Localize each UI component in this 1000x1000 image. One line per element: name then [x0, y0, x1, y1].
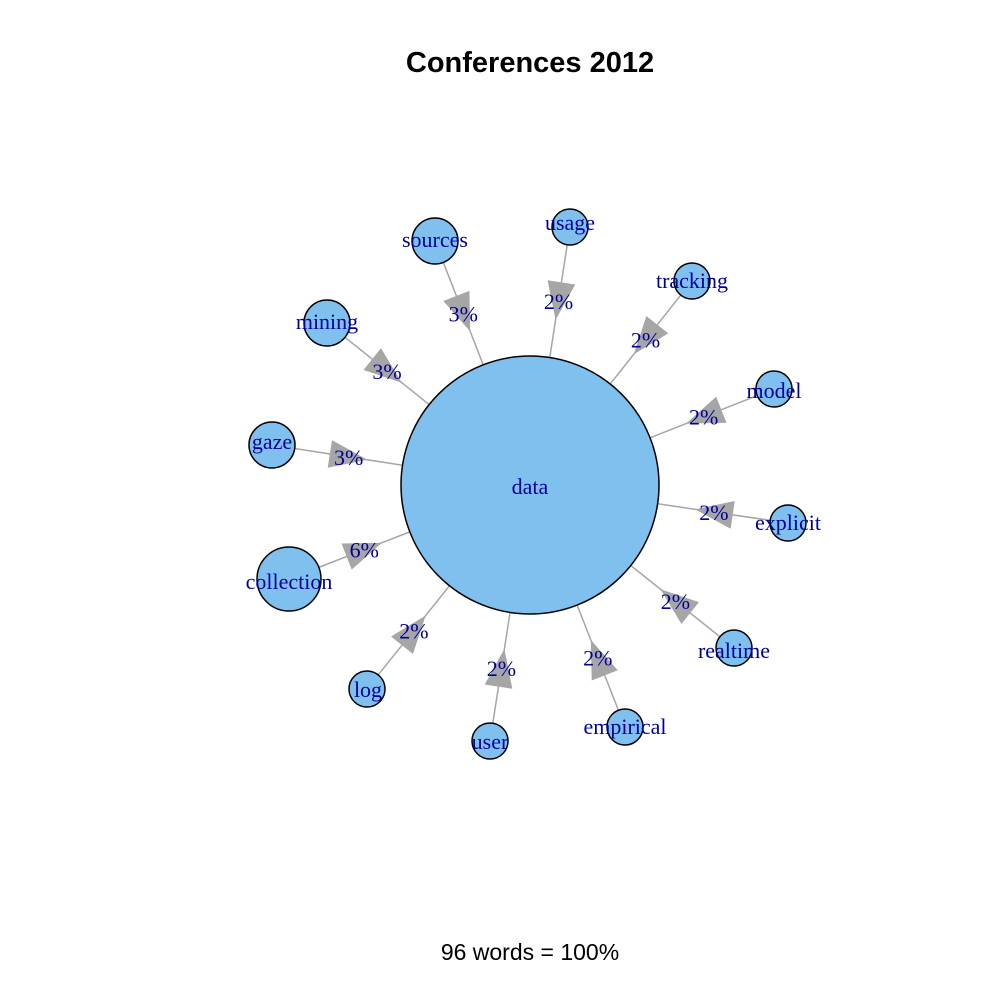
arrowhead-collection [341, 542, 383, 570]
node-gaze [248, 421, 296, 469]
node-tracking [673, 262, 711, 300]
node-explicit [769, 504, 807, 542]
node-label-user: user [472, 729, 509, 754]
arrowhead-log [391, 615, 426, 654]
node-sources [411, 217, 459, 265]
edge-percent-label-log: 2% [399, 618, 428, 643]
node-label-usage: usage [545, 210, 595, 235]
node-mining [303, 299, 351, 347]
node-label-sources: sources [402, 227, 468, 252]
arrowhead-gaze [327, 440, 368, 468]
chart-title: Conferences 2012 [406, 47, 654, 79]
arrowhead-mining [363, 348, 402, 383]
edges [294, 244, 771, 724]
node-model [755, 370, 793, 408]
arrowhead-user [484, 649, 513, 689]
arrowhead-model [685, 396, 727, 424]
node-realtime [715, 629, 753, 667]
node-label-model: model [747, 378, 802, 403]
node-label-realtime: realtime [698, 638, 770, 663]
node-label-empirical: empirical [583, 714, 666, 739]
node-label-explicit: explicit [755, 510, 821, 535]
edge-percent-label-tracking: 2% [631, 328, 660, 353]
arrowhead-tracking [633, 315, 669, 355]
edge-percent-label-usage: 2% [544, 289, 573, 314]
word-count-footer: 96 words = 100% [441, 939, 619, 965]
edge-percent-label-sources: 3% [449, 302, 478, 327]
edge-percent-label-mining: 3% [372, 359, 401, 384]
edge-percent-label-empirical: 2% [583, 646, 612, 671]
node-user [471, 722, 509, 760]
node-label-collection: collection [246, 569, 333, 594]
edge-percent-label-realtime: 2% [661, 589, 690, 614]
arrowhead-explicit [695, 501, 735, 529]
edge-percent-label-model: 2% [689, 405, 718, 430]
node-label-tracking: tracking [656, 268, 728, 293]
node-label-data: data [512, 474, 549, 499]
node-label-mining: mining [296, 309, 358, 334]
labels: 2% usage 2% tracking 2% model 2% explicit 2% real… [246, 210, 821, 754]
arrowhead-realtime [660, 589, 699, 624]
edge-percent-label-user: 2% [487, 656, 516, 681]
node-empirical [606, 708, 644, 746]
node-collection [256, 546, 322, 612]
edge-percent-label-explicit: 2% [699, 500, 728, 525]
node-usage [551, 208, 589, 246]
node-log [348, 670, 386, 708]
arrowhead-usage [547, 280, 576, 320]
nodes [248, 208, 807, 760]
edge-percent-label-collection: 6% [350, 538, 379, 563]
node-label-gaze: gaze [252, 429, 292, 454]
edge-percent-label-gaze: 3% [334, 445, 363, 470]
arrowhead-sources [443, 290, 471, 332]
arrowhead-empirical [590, 639, 618, 681]
node-data [400, 355, 660, 615]
node-label-log: log [354, 677, 382, 702]
